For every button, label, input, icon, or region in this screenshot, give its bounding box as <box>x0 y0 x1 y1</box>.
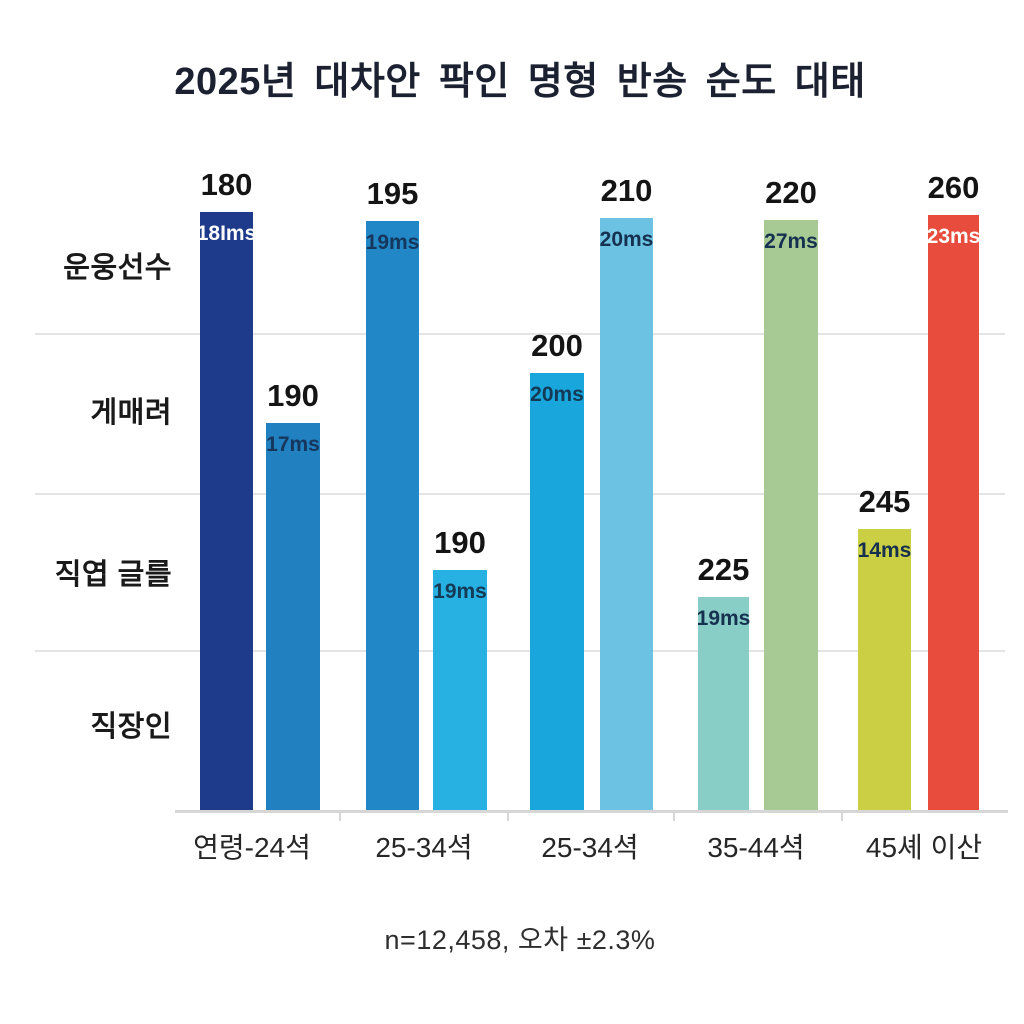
chart-title: 2025년 대차안 팍인 명형 반송 순도 대태 <box>174 61 866 103</box>
bar <box>600 218 653 810</box>
bar <box>266 423 320 810</box>
bar-value-label: 195 <box>366 176 419 211</box>
bar-value-label: 225 <box>697 552 750 587</box>
bar-duration-label: 17ms <box>266 433 320 456</box>
bar-value-label: 190 <box>434 525 486 560</box>
bar-value-label: 245 <box>858 484 911 519</box>
bar <box>764 220 818 810</box>
sample-size-note: n=12,458, 오차 ±2.3% <box>384 925 656 955</box>
bar-value-label: 190 <box>267 378 319 413</box>
x-axis-label: 25-34셕 <box>541 832 639 863</box>
x-axis-label: 연령-24셕 <box>193 832 311 863</box>
grid-line <box>35 650 1005 652</box>
bar-value-label: 260 <box>927 170 980 205</box>
y-axis-label: 직엽 글를 <box>54 559 172 591</box>
bar <box>366 221 419 810</box>
bar-value-label: 180 <box>200 167 253 202</box>
y-axis-label: 게매려 <box>90 397 172 429</box>
x-axis-label: 45셰 이산 <box>865 832 983 863</box>
bar-value-label: 220 <box>765 175 817 210</box>
bar-value-label: 210 <box>600 173 653 208</box>
bar <box>200 212 253 810</box>
bar-duration-label: 20ms <box>530 383 584 406</box>
bar-duration-label: 18Ims <box>196 222 257 245</box>
bar <box>530 373 584 810</box>
bar <box>858 529 911 810</box>
bar-duration-label: 23ms <box>926 225 981 248</box>
x-axis-tick <box>507 813 509 821</box>
x-axis-tick <box>673 813 675 821</box>
x-axis-line <box>175 810 1008 813</box>
y-axis-label: 운웅선수 <box>63 252 172 284</box>
bar <box>433 570 487 810</box>
bar-duration-label: 27ms <box>764 230 818 253</box>
bar <box>698 597 749 810</box>
bar <box>928 215 979 810</box>
y-axis-label: 직장인 <box>90 711 172 743</box>
bar-duration-label: 20ms <box>599 228 654 251</box>
x-axis-label: 35-44셕 <box>707 832 805 863</box>
x-axis-tick <box>841 813 843 821</box>
bar-value-label: 200 <box>531 328 583 363</box>
bar-duration-label: 19ms <box>696 607 751 630</box>
bar-duration-label: 19ms <box>433 580 487 603</box>
bar-duration-label: 14ms <box>857 539 912 562</box>
grid-line <box>35 493 1005 495</box>
bar-duration-label: 19ms <box>365 231 420 254</box>
grid-line <box>35 333 1005 335</box>
x-axis-tick <box>339 813 341 821</box>
x-axis-label: 25-34셕 <box>375 832 473 863</box>
